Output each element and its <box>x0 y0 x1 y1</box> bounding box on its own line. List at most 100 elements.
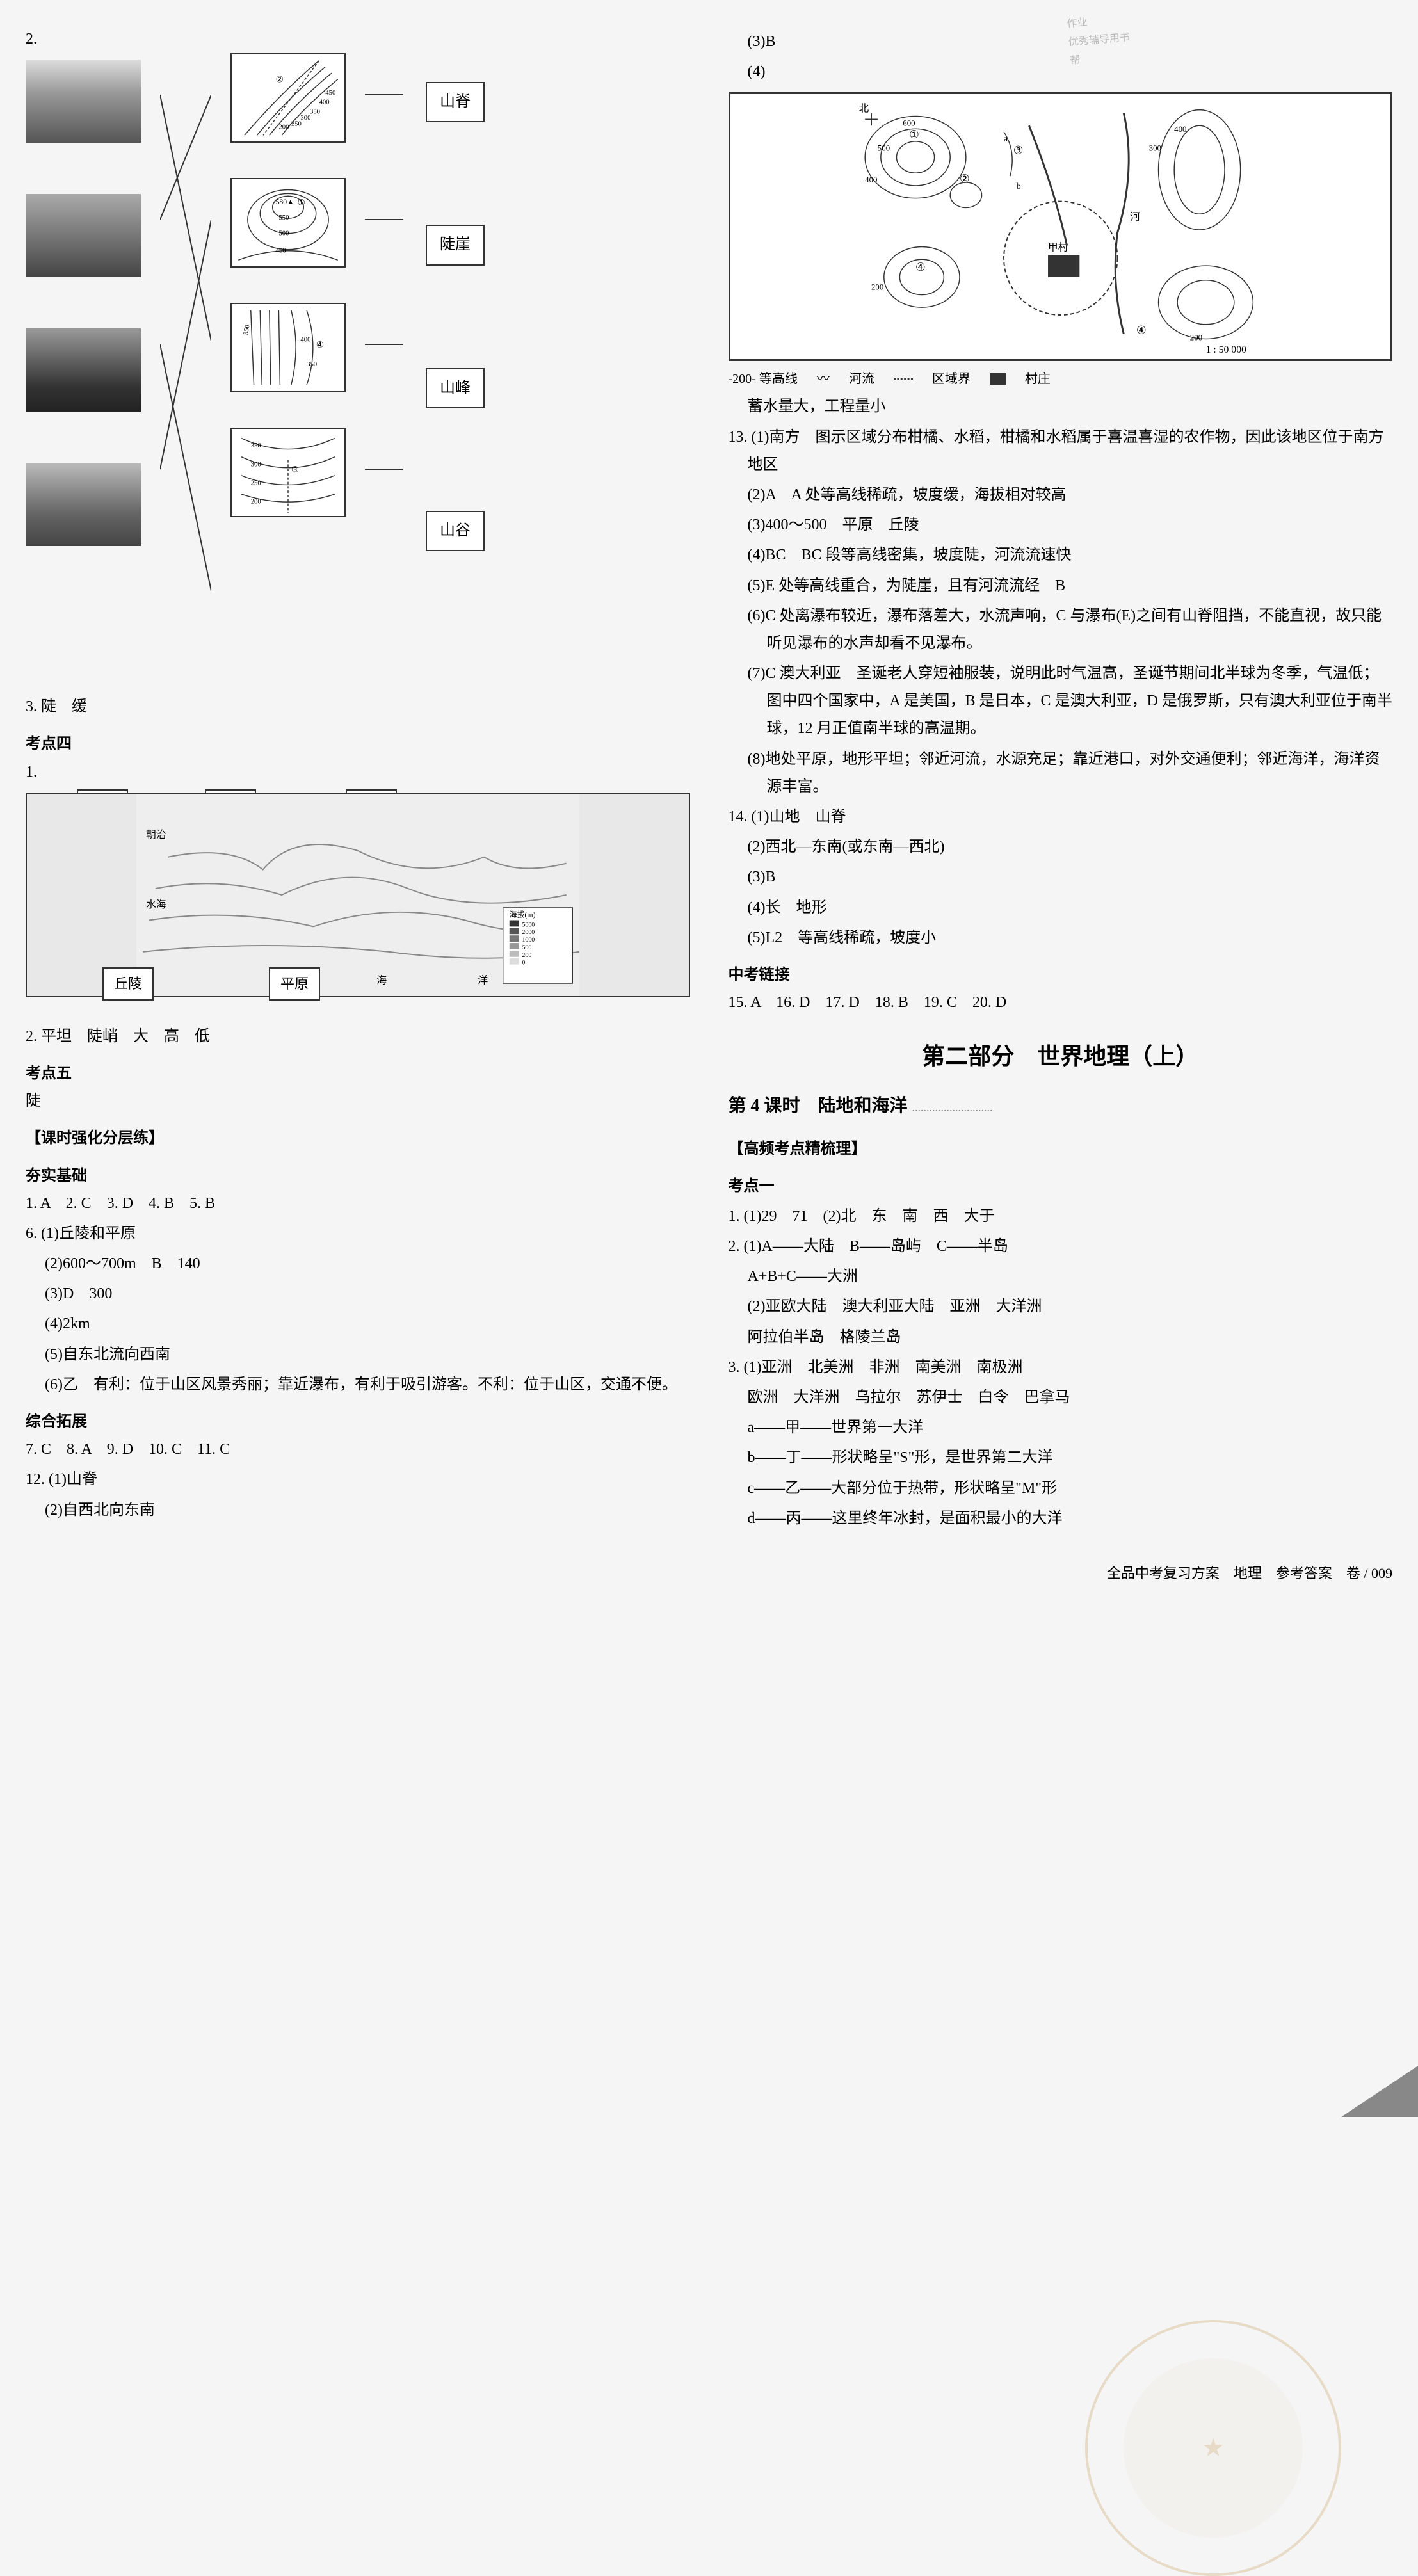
k1-3: 3. (1)亚洲 北美洲 非洲 南美洲 南极洲 <box>729 1354 1393 1381</box>
svg-text:1000: 1000 <box>522 937 535 944</box>
legend-river-icon: 〰 <box>817 367 830 390</box>
contour-column: ② 200 250 300 350 400 450 <box>230 53 346 639</box>
kaodian-5-answer: 陡 <box>26 1088 690 1115</box>
matching-diagram: ② 200 250 300 350 400 450 <box>26 53 690 693</box>
q13-4: (4)BC BC 段等高线密集，坡度陡，河流流速快 <box>729 542 1393 569</box>
terrain-label-hills: 丘陵 <box>102 967 154 1001</box>
q15-20: 15. A 16. D 17. D 18. B 19. C 20. D <box>729 989 1393 1017</box>
photo-4 <box>26 463 141 546</box>
svg-text:400: 400 <box>1174 125 1186 134</box>
kaodian-5-header: 考点五 <box>26 1060 690 1088</box>
svg-text:200: 200 <box>522 952 532 959</box>
photo-1 <box>26 60 141 143</box>
terrain-map: 朝治 水海 海 洋 海拔(m) 5000 2000 1000 500 200 0 <box>26 793 690 997</box>
legend-contour: -200- 等高线 <box>729 367 798 390</box>
svg-text:500: 500 <box>278 230 289 237</box>
svg-text:250: 250 <box>291 120 302 128</box>
svg-text:5000: 5000 <box>522 921 535 928</box>
svg-text:北: 北 <box>858 103 869 115</box>
svg-text:200: 200 <box>1189 334 1202 342</box>
svg-text:a: a <box>1004 134 1008 143</box>
k1-2c: (2)亚欧大陆 澳大利亚大陆 亚洲 大洋洲 <box>729 1293 1393 1321</box>
q1-5: 1. A 2. C 3. D 4. B 5. B <box>26 1190 690 1218</box>
q13-3: (3)400～500 平原 丘陵 <box>729 511 1393 539</box>
legend-boundary-icon <box>894 378 913 380</box>
svg-text:350: 350 <box>307 360 317 368</box>
svg-text:②: ② <box>276 75 284 85</box>
svg-text:400: 400 <box>300 335 310 343</box>
q14-3: (3)B <box>729 864 1393 891</box>
svg-text:250: 250 <box>251 479 261 487</box>
seal-inner: ★ <box>1124 2358 1303 2538</box>
k1-2d: 阿拉伯半岛 格陵兰岛 <box>729 1324 1393 1351</box>
lesson-4-title: 第 4 课时 陆地和海洋 ...........................… <box>729 1090 1393 1122</box>
svg-text:甲村: 甲村 <box>1048 242 1068 254</box>
svg-text:200: 200 <box>871 283 883 292</box>
q14-4: (4)长 地形 <box>729 894 1393 922</box>
kaodian-4-item-1: 1. <box>26 759 690 786</box>
q13-5: (5)E 处等高线重合，为陡崖，且有河流流经 B <box>729 572 1393 600</box>
q6-5: (5)自东北流向西南 <box>26 1341 690 1369</box>
q13-1: 13. (1)南方 图示区域分布柑橘、水稻，柑橘和水稻属于喜温喜湿的农作物，因此… <box>729 424 1393 479</box>
svg-text:①: ① <box>298 198 305 207</box>
svg-text:580▲: 580▲ <box>276 198 294 206</box>
contour-box-2: 580▲ ① 550 500 450 <box>230 178 346 268</box>
svg-text:洋: 洋 <box>478 974 488 986</box>
q13-7: (7)C 澳大利亚 圣诞老人穿短袖服装，说明此时气温高，圣诞节期间北半球为冬季，… <box>729 660 1393 743</box>
q13-6: (6)C 处离瀑布较近，瀑布落差大，水流声响，C 与瀑布(E)之间有山脊阻挡，不… <box>729 602 1393 657</box>
svg-text:b: b <box>1016 181 1020 191</box>
k1-3b: 欧洲 大洋洲 乌拉尔 苏伊士 白令 巴拿马 <box>729 1384 1393 1412</box>
footer-text: 全品中考复习方案 地理 参考答案 卷 / 009 <box>1107 1561 1392 1586</box>
svg-text:③: ③ <box>1013 144 1023 157</box>
q14-2: (2)西北—东南(或东南—西北) <box>729 833 1393 861</box>
svg-text:600: 600 <box>903 119 915 128</box>
photo-3 <box>26 328 141 412</box>
svg-text:海: 海 <box>376 974 387 986</box>
svg-text:500: 500 <box>877 144 889 153</box>
contour-box-1: ② 200 250 300 350 400 450 <box>230 53 346 143</box>
svg-text:400: 400 <box>865 175 877 184</box>
legend-village: 村庄 <box>1025 367 1051 390</box>
legend-village-icon <box>990 373 1006 385</box>
lines-column <box>160 53 211 639</box>
svg-text:400: 400 <box>319 99 330 106</box>
page-watermark-small: 作业优秀辅导用书帮 <box>1066 10 1132 70</box>
svg-text:450: 450 <box>276 247 286 255</box>
item-2-number: 2. <box>26 26 690 53</box>
k1-3f: d——丙——这里终年冰封，是面积最小的大洋 <box>729 1505 1393 1533</box>
svg-text:2000: 2000 <box>522 929 535 936</box>
kaodian-4-header: 考点四 <box>26 730 690 758</box>
terrain-map-container: 高原 山地 盆地 朝治 水海 海 洋 海拔(m) 5000 2000 <box>26 793 690 997</box>
terrain-label-plain: 平原 <box>269 967 320 1001</box>
svg-text:300: 300 <box>251 460 261 468</box>
svg-text:④: ④ <box>915 261 926 273</box>
legend-boundary: 区域界 <box>932 367 971 390</box>
page-footer: 全品中考复习方案 地理 参考答案 卷 / 009 <box>26 1561 1392 1586</box>
label-column: 山脊 陡崖 山峰 山谷 <box>423 53 488 639</box>
q6-1: 6. (1)丘陵和平原 <box>26 1220 690 1248</box>
connection-lines <box>160 53 211 629</box>
expansion-header: 综合拓展 <box>26 1408 690 1436</box>
q14-1: 14. (1)山地 山脊 <box>729 803 1393 831</box>
photo-column <box>26 53 141 639</box>
q13-8: (8)地处平原，地形平坦；邻近河流，水源充足；靠近港口，对外交通便利；邻近海洋，… <box>729 746 1393 801</box>
q6-3: (3)D 300 <box>26 1280 690 1308</box>
label-ridge: 山脊 <box>426 82 485 122</box>
label-peak: 山峰 <box>426 368 485 408</box>
kaodian-1-header: 考点一 <box>729 1173 1393 1200</box>
k1-3e: c——乙——大部分位于热带，形状略呈"M"形 <box>729 1475 1393 1502</box>
photo-2 <box>26 194 141 277</box>
svg-text:河: 河 <box>1130 212 1140 223</box>
svg-text:500: 500 <box>522 944 532 951</box>
svg-text:1 : 50 000: 1 : 50 000 <box>1205 345 1246 356</box>
svg-text:350: 350 <box>251 442 261 449</box>
svg-text:300: 300 <box>300 114 310 122</box>
svg-text:200: 200 <box>278 124 289 131</box>
svg-text:550: 550 <box>242 324 252 335</box>
left-column: 2. <box>26 26 690 1535</box>
legend-river: 河流 <box>849 367 874 390</box>
svg-text:350: 350 <box>310 108 320 115</box>
svg-text:②: ② <box>960 172 970 185</box>
item-2b: 2. 平坦 陡峭 大 高 低 <box>26 1023 690 1051</box>
q12-3: (3)B <box>729 28 1393 56</box>
